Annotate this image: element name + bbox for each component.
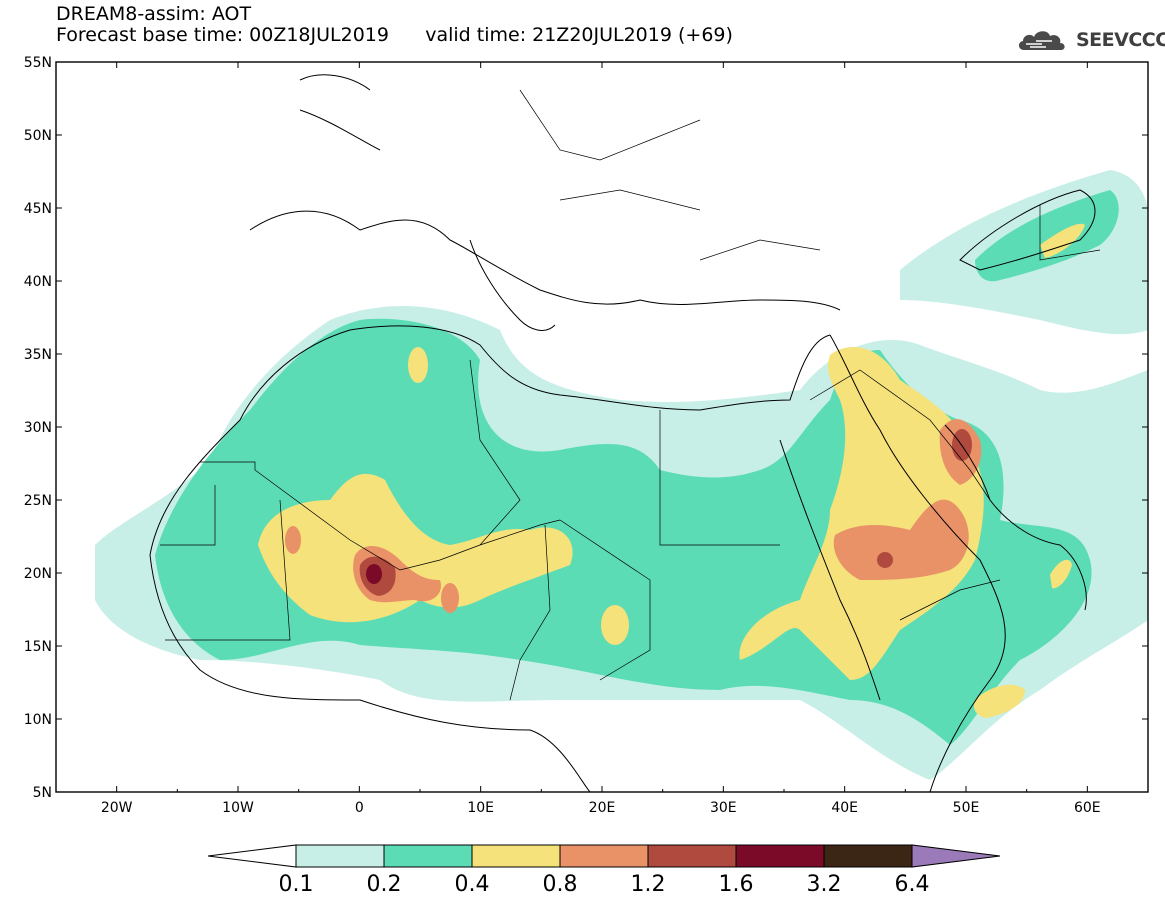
aot-level-1.6 bbox=[366, 564, 382, 584]
colorbar-segment bbox=[383, 844, 473, 868]
longitude-axis: 20W 10W 0 10E 20E 30E 40E 50E 60E bbox=[55, 62, 1149, 816]
latitude-axis: 55N 50N 45N 40N 35N 30N 25N 20N 15N 10N 5N bbox=[24, 55, 1148, 801]
seevccc-logo: SEEVCCC bbox=[1016, 26, 1165, 54]
lon-label: 10W bbox=[222, 800, 254, 816]
aot-level-0.8b bbox=[833, 499, 969, 580]
lon-label: 40E bbox=[831, 800, 858, 816]
colorbar-segment bbox=[559, 844, 649, 868]
aot-field bbox=[95, 170, 1148, 780]
aot-level-0.4 bbox=[258, 473, 573, 623]
colorbar: 0.1 0.2 0.4 0.8 1.2 1.6 3.2 6.4 bbox=[207, 844, 1001, 897]
lat-label: 55N bbox=[24, 55, 52, 71]
aot-level-0.4e bbox=[1050, 559, 1072, 589]
coastlines bbox=[149, 74, 1096, 792]
lat-label: 15N bbox=[24, 639, 52, 655]
country-borders bbox=[160, 89, 1101, 701]
logo-text: SEEVCCC bbox=[1076, 29, 1165, 51]
aot-level-0.4g bbox=[601, 605, 629, 645]
colorbar-under-triangle bbox=[207, 844, 297, 868]
aot-level-0.4c bbox=[973, 684, 1025, 718]
lat-label: 10N bbox=[24, 712, 52, 728]
colorbar-label: 0.1 bbox=[279, 872, 314, 897]
colorbar-over-triangle bbox=[911, 844, 1001, 868]
colorbar-segment bbox=[823, 844, 913, 868]
colorbar-segment bbox=[647, 844, 737, 868]
aot-level-1.2b bbox=[877, 552, 893, 568]
forecast-times: Forecast base time: 00Z18JUL2019 valid t… bbox=[56, 25, 733, 45]
valid-time: valid time: 21Z20JUL2019 (+69) bbox=[425, 24, 733, 46]
lon-label: 60E bbox=[1074, 800, 1101, 816]
colorbar-label: 0.8 bbox=[543, 872, 578, 897]
lon-label: 20W bbox=[101, 800, 133, 816]
lon-label: 50E bbox=[953, 800, 980, 816]
colorbar-label: 1.2 bbox=[631, 872, 666, 897]
base-time: Forecast base time: 00Z18JUL2019 bbox=[56, 24, 389, 46]
colorbar-segment bbox=[735, 844, 825, 868]
colorbar-label: 0.2 bbox=[367, 872, 402, 897]
lat-label: 40N bbox=[24, 274, 52, 290]
lon-label: 10E bbox=[467, 800, 494, 816]
aot-level-0.8e bbox=[441, 583, 459, 613]
lon-label: 0 bbox=[355, 800, 364, 816]
lon-label: 30E bbox=[710, 800, 737, 816]
lat-label: 20N bbox=[24, 566, 52, 582]
lat-label: 5N bbox=[33, 785, 52, 801]
lat-label: 30N bbox=[24, 420, 52, 436]
aot-level-0.4f bbox=[408, 347, 428, 383]
colorbar-label: 0.4 bbox=[455, 872, 490, 897]
colorbar-label: 6.4 bbox=[895, 872, 930, 897]
lat-label: 35N bbox=[24, 347, 52, 363]
lat-label: 25N bbox=[24, 493, 52, 509]
aot-level-0.8d bbox=[285, 526, 301, 554]
lon-label: 20E bbox=[589, 800, 616, 816]
colorbar-label: 1.6 bbox=[719, 872, 754, 897]
colorbar-segment bbox=[471, 844, 561, 868]
colorbar-label: 3.2 bbox=[807, 872, 842, 897]
lat-label: 50N bbox=[24, 128, 52, 144]
lat-label: 45N bbox=[24, 201, 52, 217]
cloud-logo-icon bbox=[1018, 31, 1065, 50]
map-title: DREAM8-assim: AOT bbox=[56, 3, 252, 25]
aot-level-0.4b bbox=[739, 347, 984, 680]
colorbar-segment bbox=[295, 844, 385, 868]
aot-level-0.2b bbox=[975, 190, 1119, 282]
